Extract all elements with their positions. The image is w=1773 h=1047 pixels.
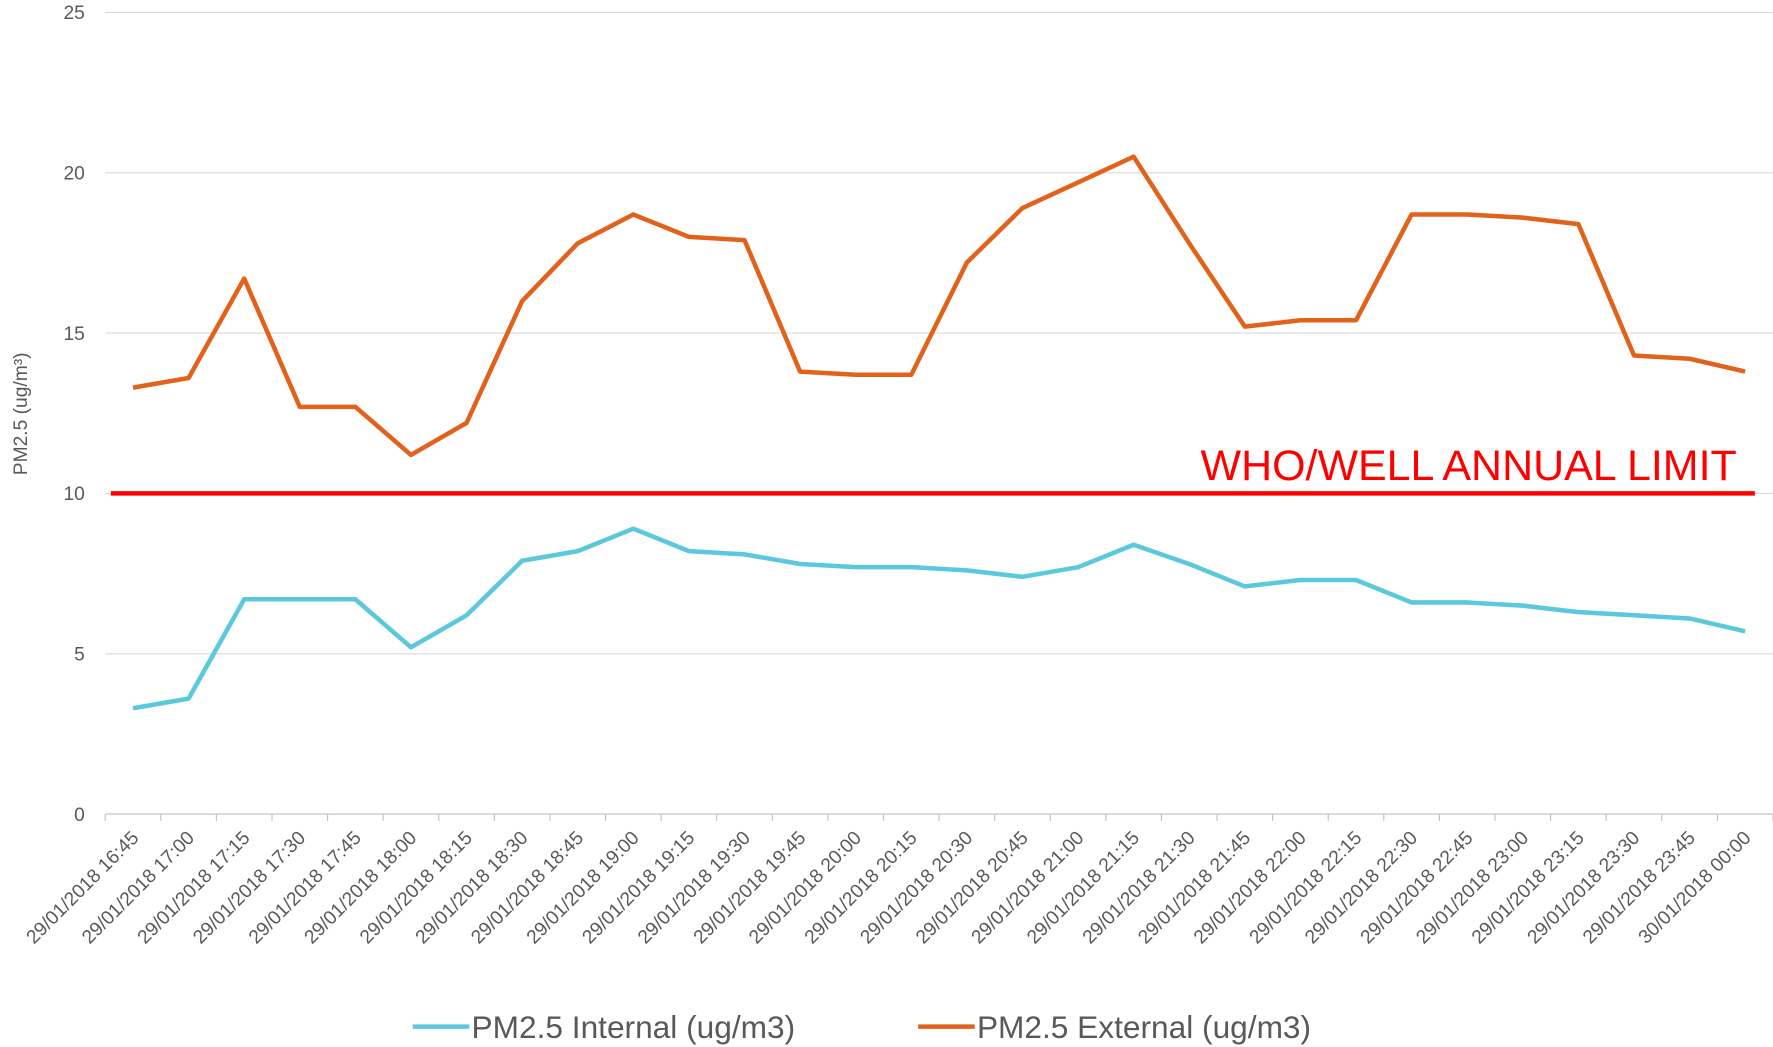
- y-tick-label: 15: [63, 324, 84, 345]
- legend-label: PM2.5 Internal (ug/m3): [472, 1009, 796, 1045]
- y-tick-label: 20: [63, 164, 84, 185]
- y-tick-label: 25: [63, 3, 84, 24]
- series-line: [132, 154, 1746, 458]
- limit-label: WHO/WELL ANNUAL LIMIT: [1201, 442, 1737, 490]
- y-axis-label: PM2.5 (ug/m³): [11, 352, 32, 475]
- series-line: [132, 526, 1746, 711]
- y-tick-label: 5: [74, 645, 85, 666]
- y-tick-label: 10: [63, 484, 84, 505]
- y-tick-label: 0: [74, 805, 85, 826]
- legend-label: PM2.5 External (ug/m3): [977, 1009, 1311, 1045]
